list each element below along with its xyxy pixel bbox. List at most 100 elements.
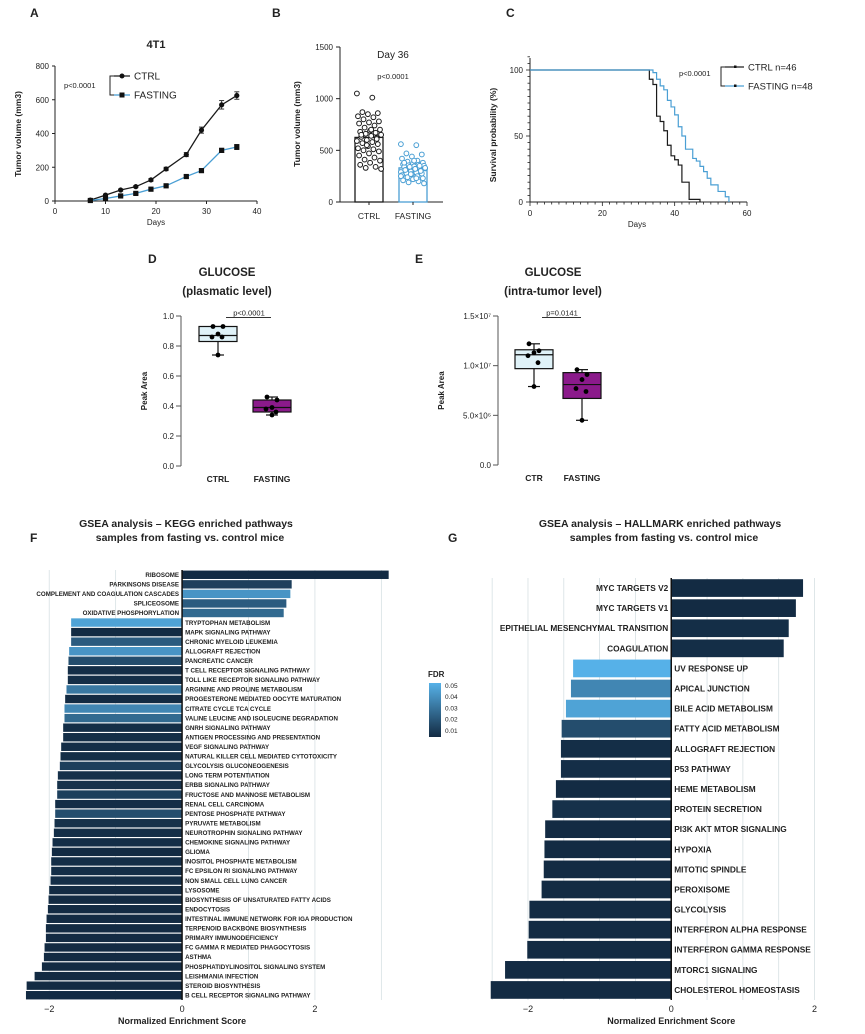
- data-point: [366, 150, 372, 157]
- data-point: [374, 141, 381, 148]
- data-point: [531, 384, 537, 389]
- data-point: [374, 110, 381, 117]
- pathway-label: NEUROTROPHIN SIGNALING PATHWAY: [185, 830, 303, 837]
- y-tick-label: 600: [36, 96, 50, 105]
- bar: [67, 666, 183, 675]
- data-point: [354, 90, 360, 97]
- survival-curve-ctrl: [530, 69, 701, 202]
- y-tick-label: 0.0: [480, 461, 492, 470]
- data-point: [398, 173, 404, 180]
- pathway-label: LYSOSOME: [185, 887, 220, 894]
- bar: [529, 900, 672, 919]
- legend-bracket: [109, 75, 114, 96]
- pathway-label: HEME METABOLISM: [674, 784, 756, 794]
- bar: [182, 580, 292, 589]
- bar: [66, 685, 183, 694]
- pathway-label: NATURAL KILLER CELL MEDIATED CYTOTOXICIT…: [185, 754, 338, 761]
- bar: [63, 733, 183, 742]
- data-point: [412, 166, 419, 172]
- data-point: [373, 136, 380, 142]
- pathway-label: FATTY ACID METABOLISM: [674, 724, 779, 734]
- data-point: [269, 405, 275, 410]
- data-point: [421, 180, 427, 187]
- pathway-label: ASTHMA: [185, 954, 212, 961]
- bar: [505, 961, 672, 979]
- pathway-label: UV RESPONSE UP: [674, 663, 748, 673]
- data-point: [416, 162, 423, 169]
- y-tick-label: 0.0: [163, 462, 175, 471]
- pathway-label: CHRONIC MYELOID LEUKEMIA: [185, 639, 278, 646]
- data-point-fasting: [118, 193, 124, 199]
- bar: [71, 627, 183, 637]
- x-tick-label: CTR: [525, 473, 542, 483]
- pathway-label: GLIOMA: [185, 849, 210, 856]
- bar: [543, 860, 672, 879]
- data-point: [579, 377, 585, 382]
- x-axis-label: Days: [628, 220, 646, 229]
- bar: [45, 933, 183, 943]
- pathway-label: CHEMOKINE SIGNALING PATHWAY: [185, 840, 291, 847]
- pathway-label: MAPK SIGNALING PATHWAY: [185, 629, 271, 636]
- panel-label-b: B: [272, 6, 281, 20]
- bar: [60, 752, 183, 761]
- chart-title: GLUCOSE: [199, 267, 256, 279]
- x-tick-label: 10: [101, 207, 110, 216]
- data-point-fasting: [234, 144, 240, 150]
- pathway-label: P53 PATHWAY: [674, 764, 731, 774]
- pathway-label: B CELL RECEPTOR SIGNALING PATHWAY: [185, 992, 311, 999]
- x-tick-label: CTRL: [358, 211, 380, 221]
- data-point: [413, 175, 420, 182]
- legend-tick-label: 0.02: [445, 717, 458, 724]
- pathway-label: T CELL RECEPTOR SIGNALING PATHWAY: [185, 668, 311, 675]
- x-tick-label: 40: [253, 207, 262, 216]
- bar: [490, 981, 672, 999]
- data-point: [422, 165, 429, 171]
- legend-label-fasting: FASTING n=48: [748, 82, 813, 93]
- legend-bracket: [720, 66, 725, 87]
- pathway-label: ALLOGRAFT REJECTION: [185, 648, 261, 655]
- pathway-label: INTERFERON GAMMA RESPONSE: [674, 945, 811, 955]
- pathway-label: ALLOGRAFT REJECTION: [674, 744, 775, 754]
- data-point: [407, 171, 414, 178]
- data-point-fasting: [198, 168, 205, 174]
- data-point: [370, 114, 377, 121]
- data-point-ctrl: [198, 127, 205, 133]
- bar: [55, 809, 183, 818]
- pathway-label: BIOSYNTHESIS OF UNSATURATED FATTY ACIDS: [185, 897, 331, 904]
- bar: [53, 828, 183, 837]
- bar: [63, 723, 183, 732]
- chart-title: GSEA analysis – KEGG enriched pathways: [79, 518, 293, 530]
- data-point-ctrl: [118, 187, 124, 193]
- y-tick-label: 1.5×10⁷: [463, 312, 491, 321]
- data-point: [264, 394, 270, 400]
- data-point: [411, 157, 418, 164]
- data-point: [369, 94, 376, 101]
- bar: [69, 647, 183, 656]
- data-point: [418, 151, 425, 158]
- y-tick-label: 0: [45, 197, 50, 206]
- data-point: [220, 324, 226, 329]
- data-point: [361, 124, 368, 131]
- pathway-label: ENDOCYTOSIS: [185, 906, 230, 913]
- chart-title: GLUCOSE: [525, 267, 582, 279]
- pathway-label: GNRH SIGNALING PATHWAY: [185, 725, 271, 732]
- y-tick-label: 500: [320, 146, 334, 155]
- x-axis-label: Normalized Enrichment Score: [118, 1016, 246, 1026]
- bar: [68, 656, 183, 665]
- data-point: [363, 142, 370, 149]
- data-point-ctrl: [234, 92, 240, 99]
- chart-title: Day 36: [377, 50, 409, 61]
- data-point: [376, 118, 382, 125]
- data-point-fasting: [87, 197, 93, 204]
- box-fasting: [562, 372, 602, 400]
- y-tick-label: 800: [36, 62, 50, 71]
- data-point-fasting: [163, 183, 169, 189]
- bar: [565, 699, 672, 718]
- panel-g-hallmark-gsea-chart: GSEA analysis – HALLMARK enriched pathwa…: [485, 518, 836, 1026]
- data-point: [360, 147, 367, 154]
- data-point: [363, 137, 370, 143]
- data-point-ctrl: [183, 151, 189, 158]
- data-point: [531, 350, 537, 356]
- bar: [552, 800, 672, 818]
- pathway-label: HYPOXIA: [674, 844, 711, 854]
